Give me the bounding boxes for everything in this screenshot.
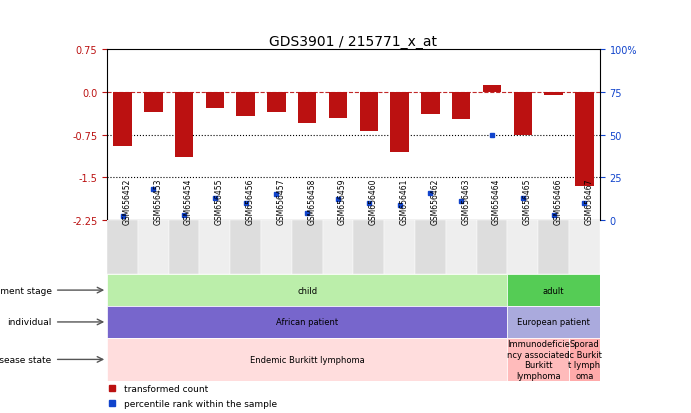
Text: GSM656453: GSM656453	[153, 178, 162, 225]
Text: individual: individual	[8, 318, 52, 327]
Text: GSM656452: GSM656452	[122, 178, 131, 225]
Text: GSM656457: GSM656457	[276, 178, 285, 225]
Bar	[267, 93, 285, 113]
Text: GSM656454: GSM656454	[184, 178, 193, 225]
Bar	[107, 275, 507, 306]
Bar	[292, 220, 323, 275]
Bar	[230, 220, 261, 275]
Text: child: child	[297, 286, 317, 295]
Text: GSM656456: GSM656456	[246, 178, 255, 225]
Bar	[446, 220, 477, 275]
Bar	[422, 93, 439, 114]
Text: Sporad
ic Burkit
t lymph
oma: Sporad ic Burkit t lymph oma	[567, 339, 602, 380]
Text: GSM656462: GSM656462	[430, 178, 439, 225]
Text: development stage: development stage	[0, 286, 52, 295]
Bar	[359, 93, 378, 131]
Text: percentile rank within the sample: percentile rank within the sample	[124, 399, 278, 408]
Bar	[107, 338, 507, 381]
Bar	[113, 93, 132, 147]
Bar	[144, 93, 162, 113]
Bar	[384, 220, 415, 275]
Title: GDS3901 / 215771_x_at: GDS3901 / 215771_x_at	[269, 35, 437, 49]
Text: disease state: disease state	[0, 355, 52, 364]
Bar	[452, 93, 471, 120]
Bar	[575, 93, 594, 186]
Bar	[169, 220, 200, 275]
Text: GSM656455: GSM656455	[215, 178, 224, 225]
Bar	[138, 220, 169, 275]
Text: adult: adult	[543, 286, 565, 295]
Bar	[507, 220, 538, 275]
Bar	[107, 220, 138, 275]
Text: transformed count: transformed count	[124, 384, 209, 393]
Bar	[329, 93, 348, 118]
Bar	[390, 93, 409, 152]
Bar	[507, 338, 569, 381]
Bar	[569, 220, 600, 275]
Bar	[353, 220, 384, 275]
Text: GSM656467: GSM656467	[585, 178, 594, 225]
Text: European patient: European patient	[517, 318, 590, 327]
Bar	[538, 220, 569, 275]
Text: GSM656466: GSM656466	[553, 178, 562, 225]
Bar	[507, 306, 600, 338]
Text: GSM656463: GSM656463	[461, 178, 470, 225]
Text: African patient: African patient	[276, 318, 339, 327]
Bar	[483, 86, 501, 93]
Bar	[236, 93, 255, 116]
Text: GSM656461: GSM656461	[399, 178, 408, 225]
Bar	[545, 93, 563, 95]
Bar	[261, 220, 292, 275]
Bar	[200, 220, 230, 275]
Text: GSM656460: GSM656460	[369, 178, 378, 225]
Bar	[507, 275, 600, 306]
Bar	[323, 220, 353, 275]
Bar	[415, 220, 446, 275]
Bar	[175, 93, 193, 158]
Text: Endemic Burkitt lymphoma: Endemic Burkitt lymphoma	[250, 355, 365, 364]
Bar	[298, 93, 316, 124]
Bar	[477, 220, 507, 275]
Text: GSM656464: GSM656464	[492, 178, 501, 225]
Bar	[569, 338, 600, 381]
Bar	[513, 93, 532, 135]
Text: GSM656459: GSM656459	[338, 178, 347, 225]
Bar	[107, 306, 507, 338]
Bar	[206, 93, 224, 109]
Text: GSM656458: GSM656458	[307, 178, 316, 225]
Text: GSM656465: GSM656465	[523, 178, 532, 225]
Text: Immunodeficie
ncy associated
Burkitt
lymphoma: Immunodeficie ncy associated Burkitt lym…	[507, 339, 569, 380]
